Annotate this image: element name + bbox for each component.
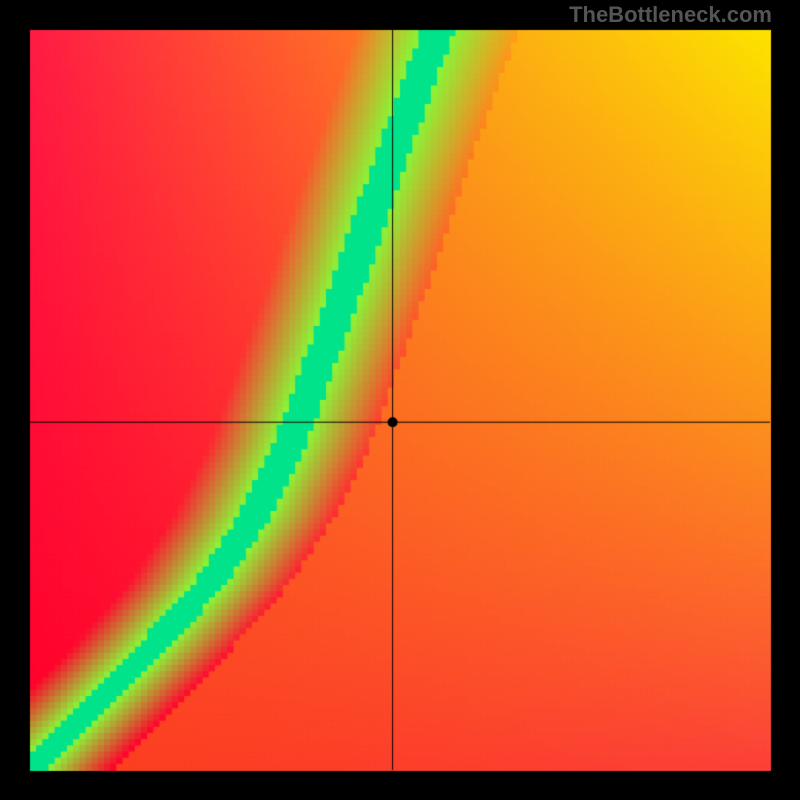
heatmap-canvas — [0, 0, 800, 800]
chart-stage: TheBottleneck.com — [0, 0, 800, 800]
watermark-text: TheBottleneck.com — [569, 2, 772, 28]
